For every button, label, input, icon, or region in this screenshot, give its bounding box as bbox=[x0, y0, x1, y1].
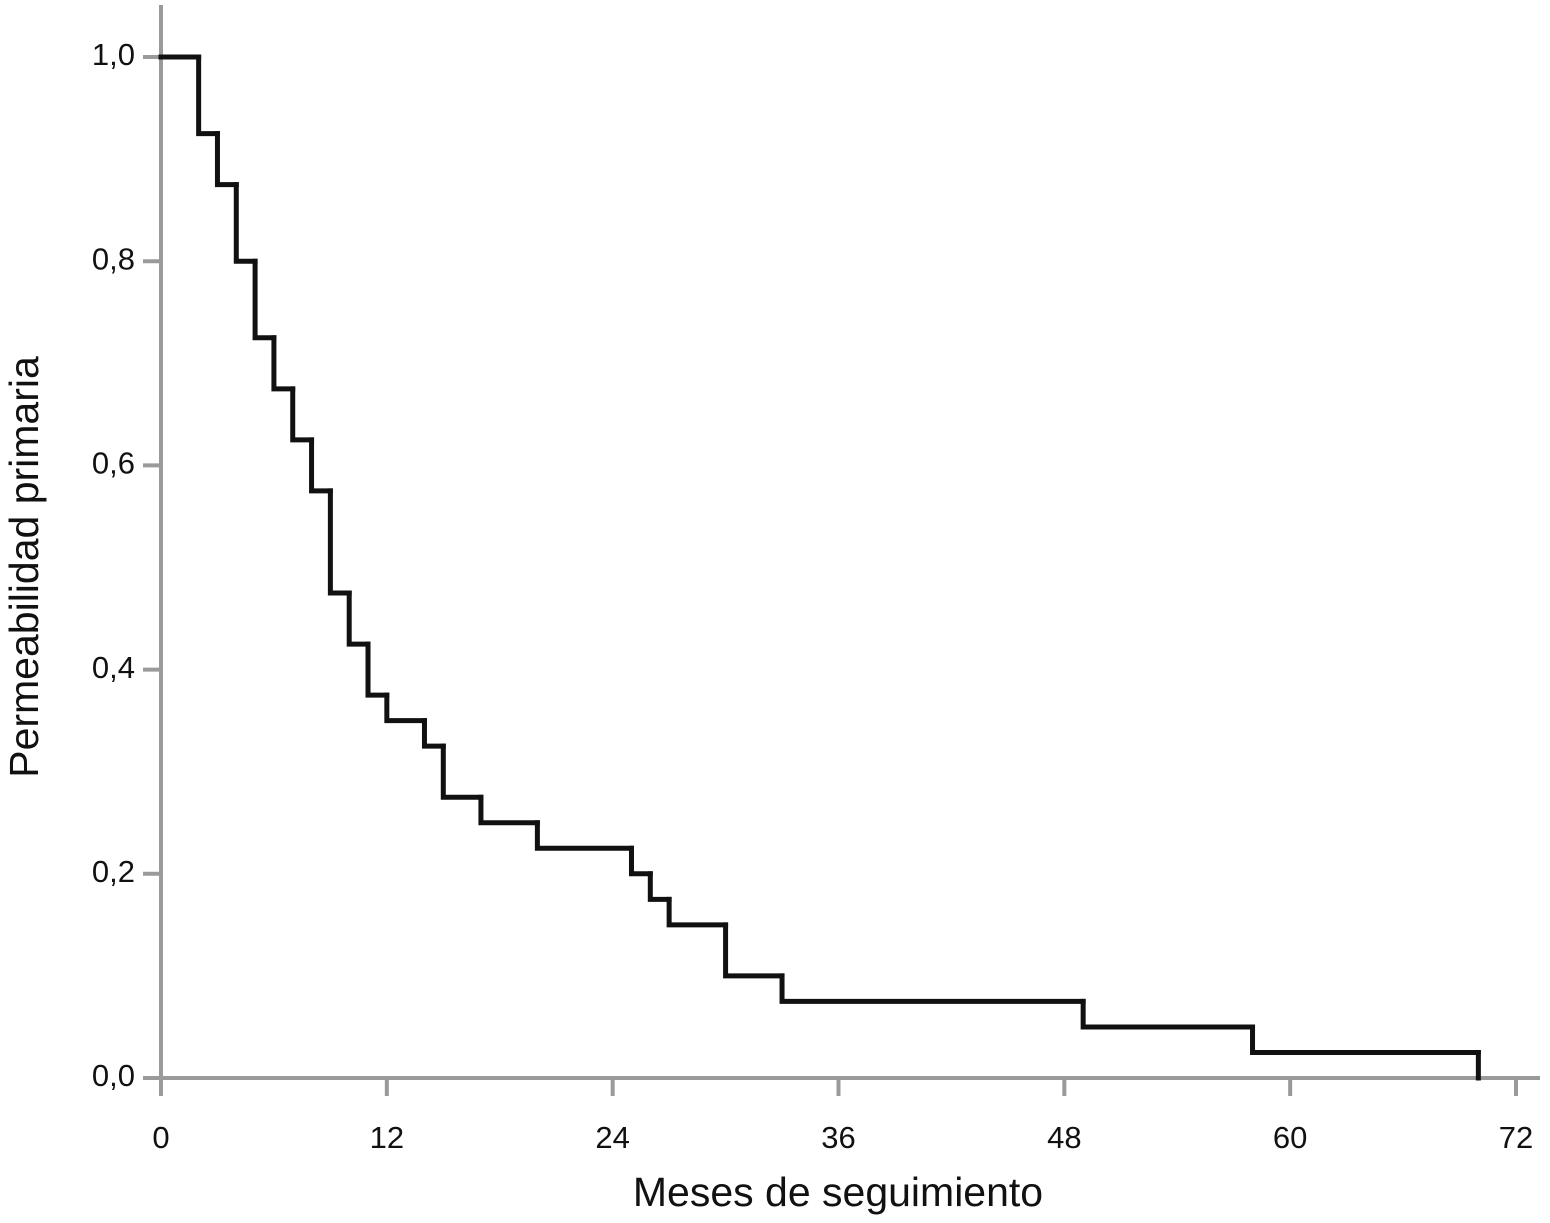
step-segment bbox=[534, 820, 634, 851]
x-tick-label: 60 bbox=[1273, 1120, 1307, 1155]
x-tick-label: 12 bbox=[370, 1120, 404, 1155]
x-tick-label: 24 bbox=[595, 1120, 629, 1155]
step-segment bbox=[1080, 998, 1256, 1030]
y-tick-label: 0,2 bbox=[92, 854, 135, 889]
x-tick-label: 72 bbox=[1499, 1120, 1533, 1155]
step-segment bbox=[666, 896, 729, 928]
step-segment bbox=[271, 335, 296, 392]
step-segment bbox=[647, 871, 672, 902]
y-axis-label: Permeabilidad primaria bbox=[1, 356, 47, 778]
step-segment bbox=[365, 641, 390, 698]
x-tick-label: 36 bbox=[821, 1120, 855, 1155]
step-segment bbox=[214, 131, 239, 188]
step-segment bbox=[440, 743, 484, 800]
y-tick-label: 0,6 bbox=[92, 446, 135, 481]
y-tick-label: 0,4 bbox=[92, 650, 135, 685]
y-tick-label: 1,0 bbox=[92, 37, 135, 72]
x-tick-label: 0 bbox=[152, 1120, 169, 1155]
step-segment bbox=[346, 590, 371, 647]
x-tick-label: 48 bbox=[1047, 1120, 1081, 1155]
step-segment bbox=[252, 258, 277, 341]
step-segment bbox=[779, 973, 1086, 1004]
step-segment bbox=[478, 794, 540, 826]
step-segment bbox=[384, 692, 427, 724]
step-segment bbox=[1250, 1024, 1481, 1055]
step-segment bbox=[327, 488, 352, 596]
step-segment bbox=[233, 182, 258, 264]
y-tick-label: 0,0 bbox=[92, 1058, 135, 1093]
step-segment bbox=[421, 718, 446, 749]
step-segment bbox=[196, 54, 220, 137]
step-segment bbox=[290, 386, 315, 443]
step-segment bbox=[628, 845, 653, 877]
step-segment bbox=[723, 922, 785, 979]
y-tick-label: 0,8 bbox=[92, 241, 135, 276]
step-segment bbox=[309, 437, 333, 494]
x-axis-label: Meses de seguimiento bbox=[633, 1169, 1043, 1215]
